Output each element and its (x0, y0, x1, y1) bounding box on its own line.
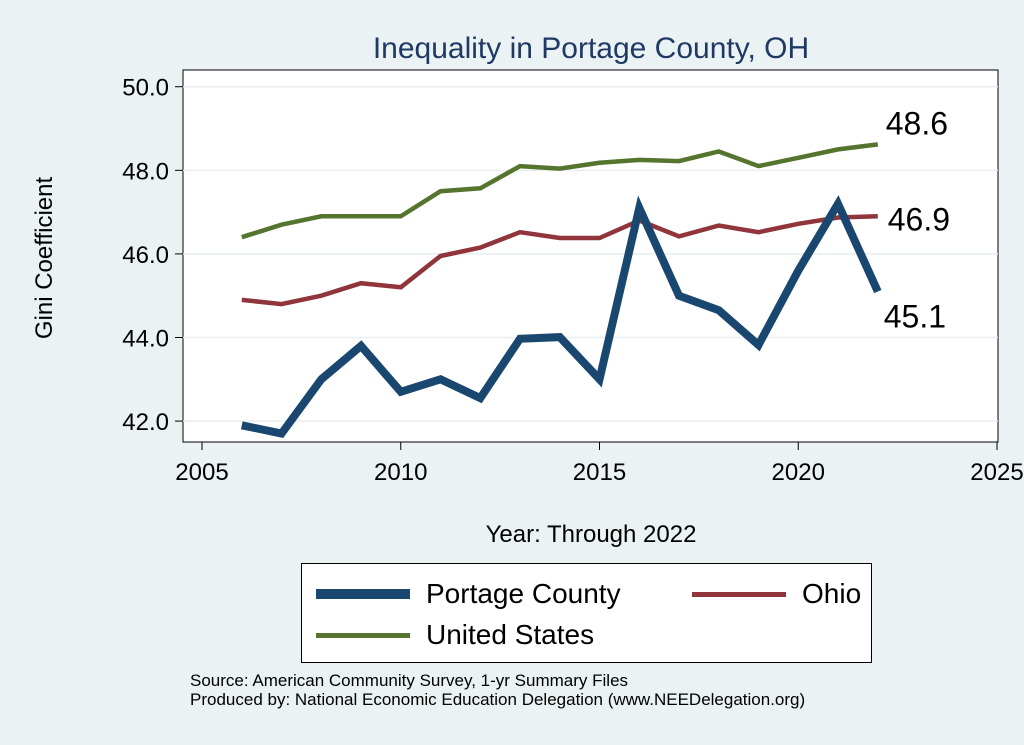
source-note: Source: American Community Survey, 1-yr … (190, 671, 629, 690)
gridlines (183, 85, 998, 422)
x-axis-title: Year: Through 2022 (486, 521, 697, 548)
legend-label-united-states: United States (426, 619, 595, 650)
y-tick-label: 50.0 (122, 75, 169, 102)
end-label-ohio: 46.9 (888, 201, 950, 237)
end-label-portage-county: 45.1 (884, 299, 946, 335)
legend-item-ohio: Ohio (692, 578, 861, 610)
x-tick-label: 2010 (374, 459, 427, 486)
series-line-united-states (241, 142, 879, 240)
end-label-united-states: 48.6 (886, 105, 948, 141)
legend-label-ohio: Ohio (802, 578, 862, 609)
y-tick-label: 46.0 (122, 242, 169, 269)
chart-canvas: Inequality in Portage County, OH 42.0 44.… (31, 32, 1024, 548)
x-tick-label: 2005 (175, 459, 228, 486)
end-labels: 45.1 46.9 48.6 (884, 105, 950, 334)
y-tick-label: 42.0 (122, 409, 169, 436)
chart-title: Inequality in Portage County, OH (373, 32, 809, 65)
y-axis-title: Gini Coefficient (31, 177, 58, 340)
series-line-portage-county (240, 195, 882, 439)
produced-by-note: Produced by: National Economic Education… (190, 690, 806, 709)
legend-item-united-states: United States (316, 619, 594, 651)
x-tick-label: 2020 (772, 459, 825, 486)
plot-area (182, 69, 999, 443)
y-tick-label: 44.0 (122, 326, 169, 353)
series-group (240, 142, 882, 439)
x-tick-label: 2015 (573, 459, 626, 486)
y-tick-label: 48.0 (122, 158, 169, 185)
legend-swatch-united-states (316, 632, 410, 638)
legend-swatch-ohio (692, 591, 786, 597)
legend-item-portage-county: Portage County (316, 578, 621, 610)
series-line-ohio (241, 214, 878, 307)
footer: Source: American Community Survey, 1-yr … (190, 671, 805, 709)
legend-label-portage-county: Portage County (426, 578, 621, 609)
axes: 42.0 44.0 46.0 48.0 50.0 2005 2010 2015 2020 2025 (122, 75, 1023, 486)
legend-swatch-portage-county (316, 589, 410, 599)
legend: Portage County Ohio United States (301, 563, 872, 663)
x-tick-label: 2025 (970, 459, 1023, 486)
